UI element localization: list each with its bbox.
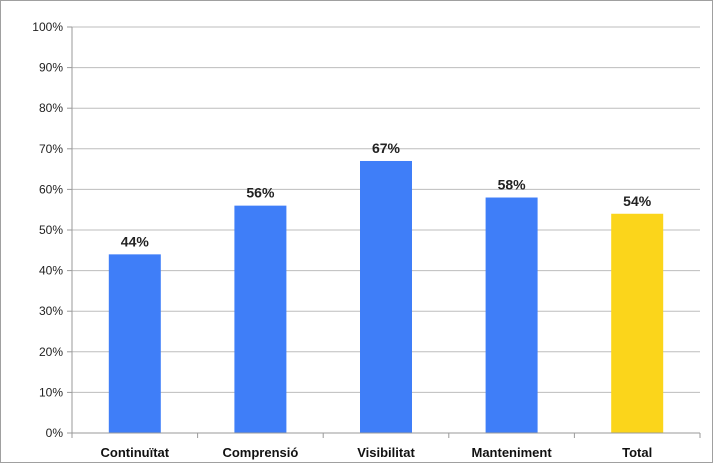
y-tick-label: 100% xyxy=(32,20,63,34)
bar-visibilitat xyxy=(360,160,412,434)
axes xyxy=(67,26,701,438)
data-label: 58% xyxy=(498,177,527,193)
y-tick-label: 60% xyxy=(39,182,63,196)
x-category-label: Comprensió xyxy=(222,445,298,460)
y-tick-label: 80% xyxy=(39,101,63,115)
data-labels: 44% 56% 67% 58% 54% xyxy=(121,140,652,249)
y-tick-label: 30% xyxy=(39,304,63,318)
y-axis-tick-labels: 0% 10% 20% 30% 40% 50% 60% 70% 80% 90% 100% xyxy=(32,20,63,440)
y-tick-label: 0% xyxy=(46,426,64,440)
x-category-label: Total xyxy=(622,445,652,460)
bar-total xyxy=(611,213,664,433)
y-tick-label: 50% xyxy=(39,223,63,237)
y-tick-label: 70% xyxy=(39,142,63,156)
bars xyxy=(108,160,664,434)
bar-comprensió xyxy=(234,205,287,433)
bar-continuïtat xyxy=(108,254,161,433)
bar-manteniment xyxy=(485,197,538,433)
y-tick-label: 90% xyxy=(39,61,63,75)
data-label: 56% xyxy=(246,185,275,201)
y-tick-label: 40% xyxy=(39,264,63,278)
y-tick-label: 20% xyxy=(39,345,63,359)
x-category-label: Manteniment xyxy=(472,445,553,460)
data-label: 67% xyxy=(372,140,401,156)
x-category-label: Visibilitat xyxy=(357,445,415,460)
y-tick-label: 10% xyxy=(39,385,63,399)
x-category-label: Continuïtat xyxy=(101,445,170,460)
data-label: 54% xyxy=(623,193,652,209)
x-axis-category-labels: Continuïtat Comprensió Visibilitat Mantenim… xyxy=(101,445,653,460)
data-label: 44% xyxy=(121,233,150,249)
